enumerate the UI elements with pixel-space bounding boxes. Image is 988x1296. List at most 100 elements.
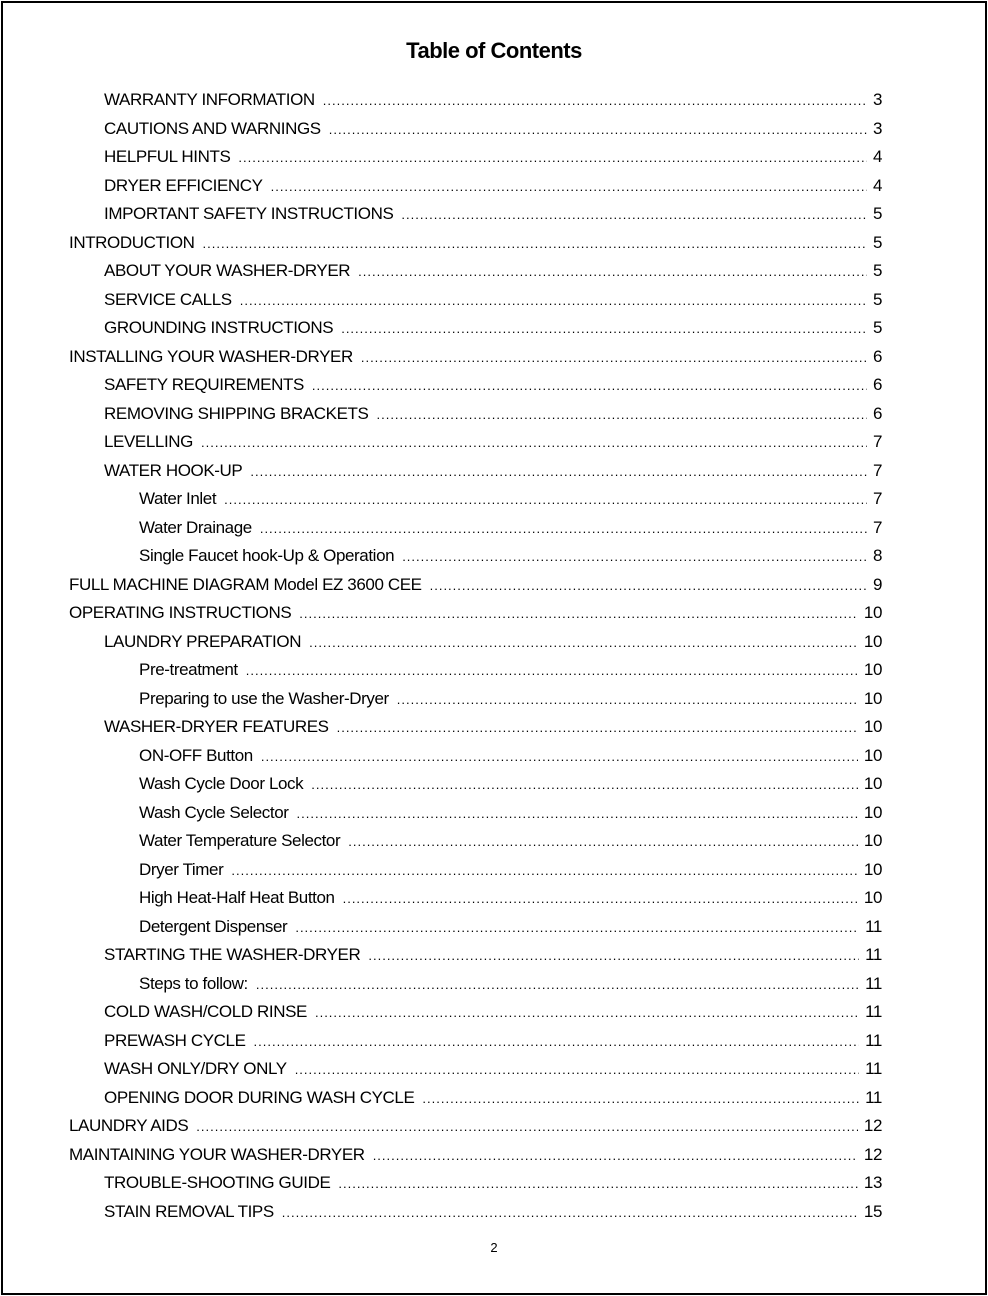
dot-leader — [261, 749, 858, 764]
toc-entry[interactable]: CAUTIONS AND WARNINGS 3 — [104, 119, 882, 143]
toc-entry-page: 11 — [865, 945, 882, 964]
toc-entry-page: 15 — [863, 1201, 883, 1221]
toc-entry-label: Steps to follow: — [139, 973, 248, 993]
toc-entry-label: LAUNDRY AIDS — [69, 1116, 189, 1135]
toc-entry[interactable]: LEVELLING 7 — [104, 432, 882, 456]
dot-leader — [358, 264, 867, 279]
toc-entry[interactable]: Steps to follow: 11 — [139, 974, 882, 998]
toc-entry[interactable]: OPERATING INSTRUCTIONS 10 — [69, 603, 882, 627]
dot-leader — [401, 207, 867, 222]
dot-leader — [361, 350, 867, 365]
toc-entry[interactable]: STAIN REMOVAL TIPS 15 — [104, 1202, 882, 1226]
toc-entry-label: WASH ONLY/DRY ONLY — [104, 1059, 287, 1078]
toc-entry-page: 7 — [872, 460, 882, 480]
toc-entry[interactable]: PREWASH CYCLE 11 — [104, 1031, 882, 1055]
toc-entry[interactable]: OPENING DOOR DURING WASH CYCLE 11 — [104, 1088, 882, 1112]
toc-entry-label: ON-OFF Button — [139, 745, 253, 765]
toc-entry[interactable]: INTRODUCTION 5 — [69, 233, 882, 257]
toc-entry[interactable]: ON-OFF Button 10 — [139, 746, 882, 770]
toc-entry[interactable]: LAUNDRY PREPARATION 10 — [104, 632, 882, 656]
toc-entry-page: 11 — [865, 1002, 882, 1021]
toc-entry-page: 11 — [865, 1030, 882, 1050]
toc-entry-label: HELPFUL HINTS — [104, 147, 231, 166]
toc-entry-page: 4 — [872, 147, 882, 166]
toc-entry-page: 5 — [872, 289, 882, 309]
toc-entry[interactable]: LAUNDRY AIDS 12 — [69, 1116, 882, 1140]
toc-entry-page: 7 — [872, 432, 882, 451]
dot-leader — [231, 863, 858, 878]
toc-entry-label: Wash Cycle Selector — [139, 802, 289, 822]
toc-entry-label: INSTALLING YOUR WASHER-DRYER — [69, 346, 353, 366]
toc-entry-page: 4 — [872, 175, 882, 195]
dot-leader — [297, 806, 858, 821]
toc-entry-page: 5 — [872, 318, 882, 337]
toc-entry[interactable]: SERVICE CALLS 5 — [104, 290, 882, 314]
toc-entry[interactable]: REMOVING SHIPPING BRACKETS 6 — [104, 404, 882, 428]
toc-entry[interactable]: SAFETY REQUIREMENTS 6 — [104, 375, 882, 399]
toc-entry[interactable]: Water Drainage 7 — [139, 518, 882, 542]
toc-entry[interactable]: ABOUT YOUR WASHER-DRYER 5 — [104, 261, 882, 285]
toc-entry-label: REMOVING SHIPPING BRACKETS — [104, 403, 369, 423]
toc-entry[interactable]: High Heat-Half Heat Button 10 — [139, 888, 882, 912]
toc-entry[interactable]: FULL MACHINE DIAGRAM Model EZ 3600 CEE 9 — [69, 575, 882, 599]
toc-entry-label: Pre-treatment — [139, 660, 238, 679]
toc-entry[interactable]: DRYER EFFICIENCY 4 — [104, 176, 882, 200]
toc-entry-page: 11 — [865, 1087, 882, 1107]
toc-entry-page: 5 — [872, 232, 882, 252]
toc-entry[interactable]: GROUNDING INSTRUCTIONS 5 — [104, 318, 882, 342]
toc-entry[interactable]: STARTING THE WASHER-DRYER 11 — [104, 945, 882, 969]
dot-leader — [238, 150, 867, 165]
toc-entry-page: 10 — [863, 859, 883, 879]
toc-entry[interactable]: Wash Cycle Selector 10 — [139, 803, 882, 827]
toc-entry[interactable]: Wash Cycle Door Lock 10 — [139, 774, 882, 798]
toc-entry[interactable]: Detergent Dispenser 11 — [139, 917, 882, 941]
toc-entry-page: 10 — [863, 831, 883, 850]
toc-entry[interactable]: Preparing to use the Washer-Dryer 10 — [139, 689, 882, 713]
dot-leader — [422, 1091, 859, 1106]
toc-entry[interactable]: HELPFUL HINTS 4 — [104, 147, 882, 171]
dot-leader — [323, 93, 867, 108]
toc-entry-label: LEVELLING — [104, 432, 194, 451]
dot-leader — [312, 378, 867, 393]
toc-entry[interactable]: WASH ONLY/DRY ONLY 11 — [104, 1059, 882, 1083]
toc-entry[interactable]: WASHER-DRYER FEATURES 10 — [104, 717, 882, 741]
dot-leader — [311, 777, 858, 792]
toc-entry-label: High Heat-Half Heat Button — [139, 888, 335, 907]
toc-entry[interactable]: IMPORTANT SAFETY INSTRUCTIONS 5 — [104, 204, 882, 228]
toc-entry-label: LAUNDRY PREPARATION — [104, 631, 302, 651]
toc-entry-page: 3 — [872, 118, 882, 138]
toc-entry[interactable]: Pre-treatment 10 — [139, 660, 882, 684]
toc-entry[interactable]: Single Faucet hook-Up & Operation 8 — [139, 546, 882, 570]
toc-entry-page: 10 — [863, 688, 883, 708]
toc-entry[interactable]: INSTALLING YOUR WASHER-DRYER 6 — [69, 347, 882, 371]
toc-entry[interactable]: WATER HOOK-UP 7 — [104, 461, 882, 485]
toc-entry-label: Preparing to use the Washer-Dryer — [139, 688, 389, 708]
toc-entry-page: 10 — [863, 802, 883, 822]
toc-entry-label: OPENING DOOR DURING WASH CYCLE — [104, 1087, 415, 1107]
toc-entry[interactable]: COLD WASH/COLD RINSE 11 — [104, 1002, 882, 1026]
dot-leader — [373, 1148, 858, 1163]
toc-entry-page: 11 — [865, 1059, 882, 1078]
dot-leader — [250, 464, 867, 479]
toc-entry[interactable]: TROUBLE-SHOOTING GUIDE 13 — [104, 1173, 882, 1197]
toc-entry-label: Dryer Timer — [139, 859, 224, 879]
toc-entry-page: 10 — [863, 717, 883, 736]
toc-entry[interactable]: Water Temperature Selector 10 — [139, 831, 882, 855]
toc-entry-page: 10 — [863, 888, 883, 907]
toc-entry-page: 8 — [872, 546, 882, 565]
dot-leader — [224, 492, 867, 507]
dot-leader — [203, 236, 867, 251]
toc-entry[interactable]: Dryer Timer 10 — [139, 860, 882, 884]
dot-leader — [201, 435, 867, 450]
toc-entry-page: 6 — [872, 375, 882, 394]
toc-entry-page: 7 — [872, 517, 882, 537]
toc-entry-page: 10 — [863, 660, 883, 679]
toc-entry-label: PREWASH CYCLE — [104, 1030, 246, 1050]
toc-entry[interactable]: WARRANTY INFORMATION 3 — [104, 90, 882, 114]
toc-entry[interactable]: MAINTAINING YOUR WASHER-DRYER 12 — [69, 1145, 882, 1169]
toc-entry-page: 10 — [863, 745, 883, 765]
dot-leader — [196, 1119, 858, 1134]
toc-entry-label: WATER HOOK-UP — [104, 460, 243, 480]
toc-entry[interactable]: Water Inlet 7 — [139, 489, 882, 513]
